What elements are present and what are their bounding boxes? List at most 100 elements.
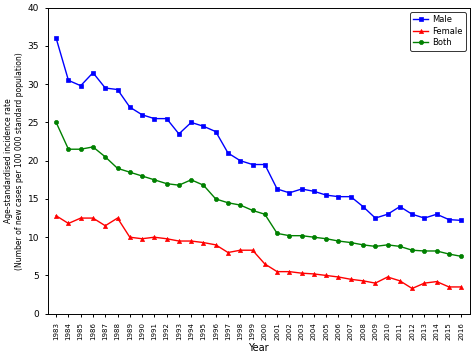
Both [421,249,427,253]
Male [90,71,96,75]
Female [385,275,391,279]
Female [299,271,304,275]
Female [152,235,157,239]
Both [225,201,231,205]
Y-axis label: Age-standardised incidence rate
(Number of new cases per 100 000 standard popula: Age-standardised incidence rate (Number … [4,52,24,270]
Male [458,218,464,222]
Both [176,183,182,187]
Female [139,237,145,241]
Both [90,145,96,149]
Female [188,239,194,243]
Female [421,281,427,285]
Female [336,275,341,279]
Female [102,223,108,228]
Both [274,231,280,236]
Both [299,233,304,238]
Both [250,208,255,212]
Male [237,159,243,163]
Female [311,272,317,276]
Both [152,178,157,182]
Female [287,270,292,274]
Female [446,285,452,289]
Female [458,285,464,289]
Male [176,132,182,136]
Male [434,212,439,216]
Both [102,155,108,159]
Male [360,205,366,209]
Male [139,113,145,117]
Both [373,244,378,248]
Both [201,183,206,187]
Female [373,281,378,285]
Both [53,120,59,125]
Both [188,178,194,182]
Both [397,244,403,248]
Both [127,170,133,174]
Female [78,216,83,220]
Male [373,216,378,220]
Male [164,116,170,121]
Male [102,86,108,90]
Female [237,248,243,252]
Both [336,239,341,243]
Male [53,36,59,40]
Both [115,166,120,171]
Male [262,162,268,167]
Male [213,130,219,134]
Female [274,270,280,274]
Male [225,151,231,155]
Female [53,213,59,218]
Both [434,249,439,253]
X-axis label: Year: Year [248,343,269,353]
Both [237,203,243,207]
Female [250,248,255,252]
Male [65,78,71,82]
Male [201,124,206,129]
Male [311,189,317,193]
Male [446,217,452,222]
Male [152,116,157,121]
Male [287,191,292,195]
Male [115,87,120,92]
Both [446,252,452,256]
Both [287,233,292,238]
Female [115,216,120,220]
Both [213,197,219,201]
Male [323,193,329,197]
Male [348,195,354,199]
Both [78,147,83,151]
Male [385,212,391,216]
Male [336,195,341,199]
Female [176,239,182,243]
Male [188,120,194,125]
Line: Both: Both [54,120,463,258]
Both [360,243,366,247]
Female [262,262,268,266]
Female [397,279,403,283]
Female [201,240,206,245]
Female [213,243,219,247]
Male [274,187,280,191]
Female [360,279,366,283]
Both [385,243,391,247]
Male [409,212,415,216]
Female [164,237,170,241]
Both [262,212,268,216]
Male [397,205,403,209]
Both [311,235,317,239]
Both [164,181,170,186]
Female [65,221,71,226]
Male [421,216,427,220]
Female [409,286,415,291]
Line: Male: Male [54,36,463,222]
Female [434,280,439,284]
Female [127,235,133,239]
Both [409,248,415,252]
Male [127,105,133,109]
Female [348,277,354,281]
Male [250,162,255,167]
Line: Female: Female [54,214,463,291]
Male [299,187,304,191]
Female [323,273,329,278]
Both [323,237,329,241]
